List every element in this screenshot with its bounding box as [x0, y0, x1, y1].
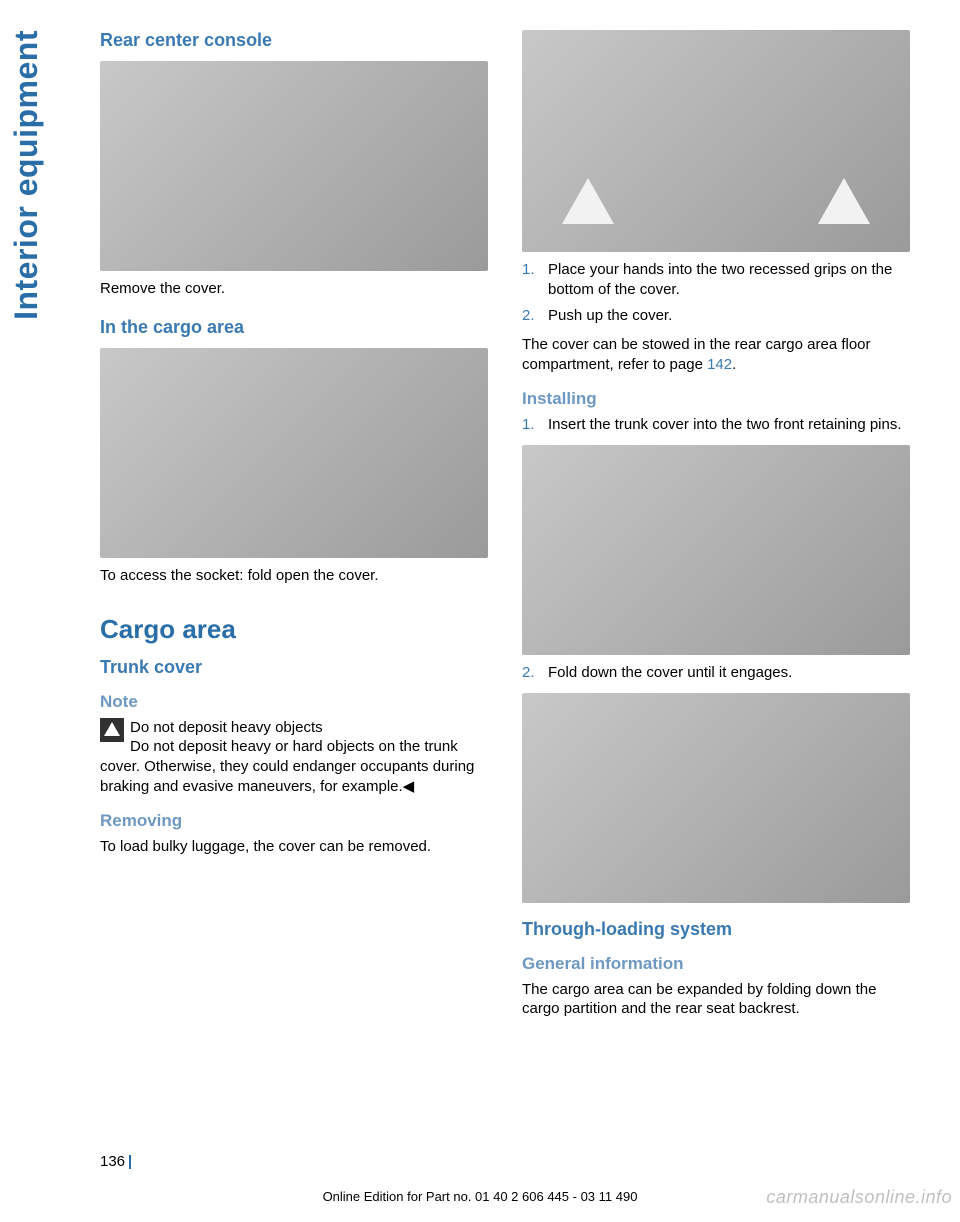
- warning-icon: [100, 718, 124, 742]
- figure-fold-down-cover: [522, 693, 910, 903]
- heading-installing: Installing: [522, 389, 910, 409]
- page-number-bar: [129, 1155, 131, 1169]
- right-column: Place your hands into the two recessed g…: [522, 30, 910, 1029]
- heading-in-cargo-area: In the cargo area: [100, 317, 488, 338]
- step-item: Push up the cover.: [522, 306, 910, 326]
- figure-insert-trunk-cover: [522, 445, 910, 655]
- caption-remove-cover: Remove the cover.: [100, 279, 488, 299]
- step-item: Insert the trunk cover into the two fron…: [522, 415, 910, 435]
- heading-trunk-cover: Trunk cover: [100, 657, 488, 678]
- heading-rear-center-console: Rear center console: [100, 30, 488, 51]
- heading-cargo-area: Cargo area: [100, 614, 488, 645]
- page-link-142[interactable]: 142: [707, 356, 732, 373]
- page-number-value: 136: [100, 1153, 125, 1170]
- note-body: Do not deposit heavy or hard objects on …: [100, 738, 474, 795]
- caption-fold-open-cover: To access the socket: fold open the cove…: [100, 566, 488, 586]
- heading-note: Note: [100, 692, 488, 712]
- steps-remove-cover: Place your hands into the two recessed g…: [522, 260, 910, 325]
- steps-installing-a: Insert the trunk cover into the two fron…: [522, 415, 910, 435]
- figure-push-up-cover: [522, 30, 910, 252]
- heading-general-info: General information: [522, 954, 910, 974]
- figure-cargo-area-socket: [100, 348, 488, 558]
- text-removing: To load bulky luggage, the cover can be …: [100, 837, 488, 857]
- page-number: 136: [100, 1153, 131, 1170]
- watermark-text: carmanualsonline.info: [766, 1187, 952, 1208]
- text-stow-b: .: [732, 356, 736, 373]
- text-stow-a: The cover can be stowed in the rear carg…: [522, 336, 871, 373]
- page-columns: Rear center console Remove the cover. In…: [100, 30, 912, 1029]
- side-tab-title: Interior equipment: [8, 30, 45, 320]
- steps-installing-b: Fold down the cover until it engages.: [522, 663, 910, 683]
- heading-removing: Removing: [100, 811, 488, 831]
- text-general-info: The cargo area can be expanded by foldin…: [522, 980, 910, 1020]
- left-column: Rear center console Remove the cover. In…: [100, 30, 488, 1029]
- step-item: Place your hands into the two recessed g…: [522, 260, 910, 300]
- figure-rear-center-console: [100, 61, 488, 271]
- note-block: Do not deposit heavy objects Do not depo…: [100, 718, 488, 797]
- step-item: Fold down the cover until it engages.: [522, 663, 910, 683]
- heading-through-loading: Through-loading system: [522, 919, 910, 940]
- text-stow-cover: The cover can be stowed in the rear carg…: [522, 335, 910, 375]
- note-lead: Do not deposit heavy objects: [130, 719, 323, 736]
